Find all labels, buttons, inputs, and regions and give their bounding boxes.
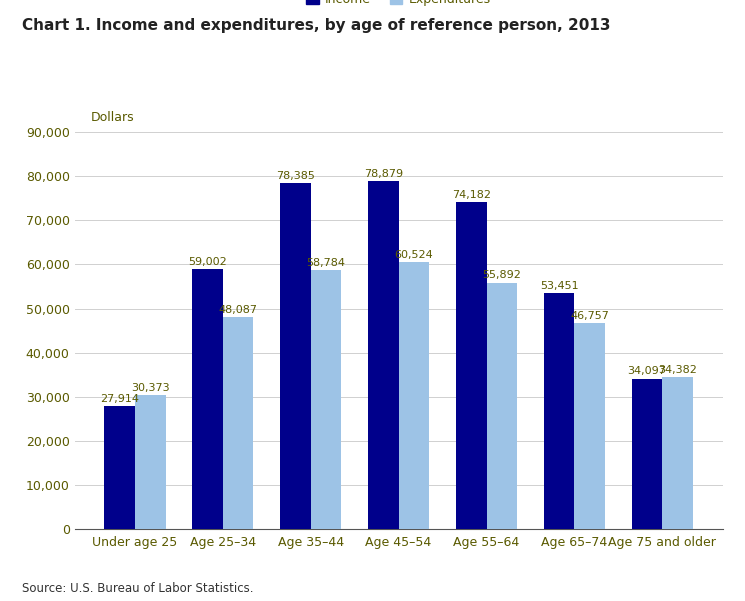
Text: 78,385: 78,385 [276, 171, 314, 182]
Text: 34,097: 34,097 [627, 367, 667, 376]
Bar [135, 395, 165, 529]
Text: Dollars: Dollars [91, 111, 134, 124]
Bar [399, 262, 429, 529]
Text: 55,892: 55,892 [483, 270, 522, 280]
Text: 30,373: 30,373 [131, 383, 169, 393]
Bar [280, 183, 311, 529]
Text: 60,524: 60,524 [395, 250, 434, 260]
Bar [574, 323, 605, 529]
Text: 48,087: 48,087 [218, 305, 258, 315]
Bar [192, 269, 223, 529]
Text: 58,784: 58,784 [306, 258, 346, 267]
Bar [486, 282, 517, 529]
Bar [368, 182, 399, 529]
Legend: Income, Expenditures: Income, Expenditures [302, 0, 495, 11]
Text: Source: U.S. Bureau of Labor Statistics.: Source: U.S. Bureau of Labor Statistics. [22, 582, 254, 595]
Text: 74,182: 74,182 [451, 190, 491, 200]
Text: 46,757: 46,757 [571, 311, 609, 320]
Bar [456, 202, 486, 529]
Text: Chart 1. Income and expenditures, by age of reference person, 2013: Chart 1. Income and expenditures, by age… [22, 18, 611, 33]
Text: 34,382: 34,382 [659, 365, 697, 375]
Bar [104, 406, 135, 529]
Text: 59,002: 59,002 [188, 257, 226, 267]
Bar [662, 377, 693, 529]
Bar [311, 270, 341, 529]
Bar [632, 379, 662, 529]
Text: 53,451: 53,451 [540, 281, 578, 291]
Text: 27,914: 27,914 [100, 394, 139, 404]
Text: 78,879: 78,879 [364, 169, 403, 179]
Bar [223, 317, 253, 529]
Bar [544, 293, 574, 529]
